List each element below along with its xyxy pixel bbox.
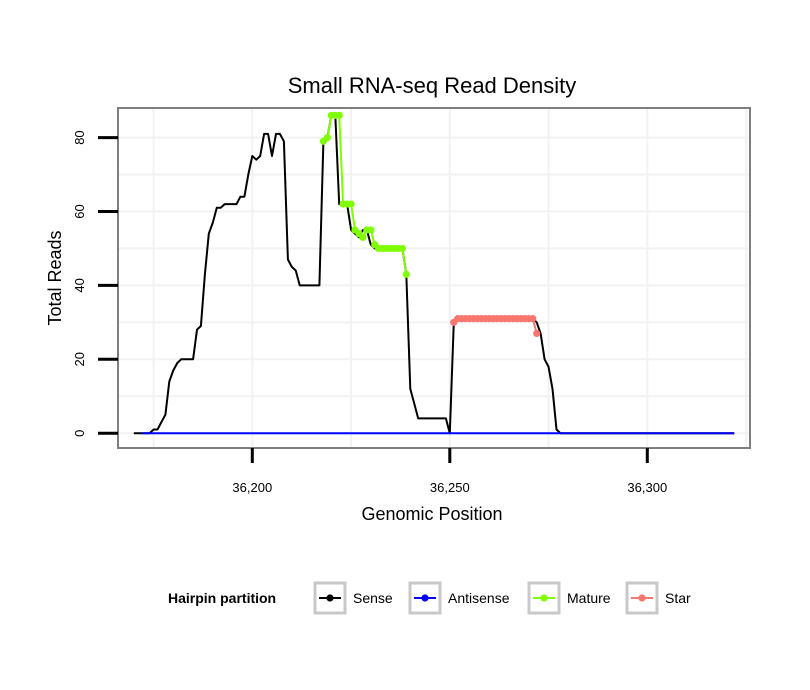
legend-point-antisense	[421, 594, 429, 602]
legend-point-mature	[540, 594, 548, 602]
legend-title: Hairpin partition	[168, 590, 276, 606]
mature-point	[359, 233, 367, 241]
x-axis: 36,200 36,250 36,300	[232, 448, 667, 495]
star-point	[533, 329, 541, 338]
y-axis-label: Total Reads	[45, 230, 65, 325]
y-tick-label: 0	[72, 430, 87, 437]
data-series	[133, 111, 735, 435]
plot-border	[117, 107, 751, 449]
mature-point	[402, 270, 410, 278]
y-axis: 0 20 40 60 80	[72, 130, 118, 437]
legend-point-star	[638, 594, 646, 602]
x-tick-label: 36,250	[430, 480, 470, 495]
legend-point-sense	[326, 594, 334, 602]
y-tick-label: 40	[72, 278, 87, 292]
legend: Sense Antisense Mature Star	[313, 581, 691, 615]
legend-label-antisense: Antisense	[448, 590, 510, 606]
mature-point	[398, 244, 406, 253]
y-tick-label: 20	[72, 352, 87, 366]
mature-point	[335, 111, 343, 119]
x-tick-label: 36,200	[232, 480, 272, 495]
plot-panel	[118, 108, 750, 448]
star-point	[529, 315, 537, 323]
legend-label-sense: Sense	[353, 590, 393, 606]
mature-point	[323, 133, 331, 142]
mature-point	[367, 226, 375, 234]
y-tick-label: 80	[72, 130, 87, 144]
legend-label-star: Star	[665, 590, 691, 606]
legend-label-mature: Mature	[567, 590, 611, 606]
x-axis-label: Genomic Position	[361, 504, 502, 524]
chart-title: Small RNA-seq Read Density	[288, 73, 577, 98]
x-tick-label: 36,300	[627, 480, 667, 495]
mature-point	[347, 200, 355, 208]
y-tick-label: 60	[72, 204, 87, 218]
